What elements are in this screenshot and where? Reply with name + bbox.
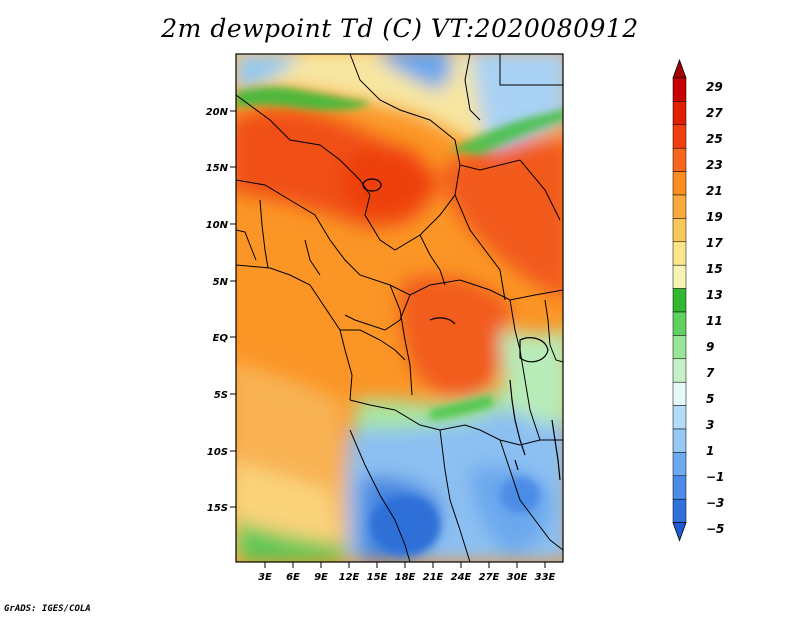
lat-label-15n: 15N bbox=[206, 163, 229, 174]
colorbar-swatch bbox=[672, 124, 687, 149]
colorbar-label: −1 bbox=[706, 470, 724, 484]
colorbar-label: 25 bbox=[706, 132, 723, 146]
colorbar-label: −3 bbox=[706, 496, 724, 510]
colorbar-label: 13 bbox=[706, 288, 723, 302]
colorbar-swatch bbox=[672, 147, 687, 172]
colorbar-swatch bbox=[672, 405, 687, 430]
lon-label-12e: 12E bbox=[339, 572, 360, 583]
colorbar-swatch bbox=[672, 194, 687, 219]
lat-label-20n: 20N bbox=[206, 107, 229, 118]
lon-label-30e: 30E bbox=[507, 572, 528, 583]
colorbar-label: 19 bbox=[706, 210, 723, 224]
lat-label-10n: 10N bbox=[206, 220, 229, 231]
colorbar-swatch bbox=[672, 218, 687, 243]
lon-label-15e: 15E bbox=[367, 572, 388, 583]
lat-label-5s: 5S bbox=[214, 390, 228, 401]
colorbar-label: 21 bbox=[706, 184, 723, 198]
lat-axis: 20N 15N 10N 5N EQ 5S 10S 15S bbox=[206, 107, 236, 514]
lat-label-10s: 10S bbox=[207, 447, 228, 458]
colorbar-swatch bbox=[672, 77, 687, 102]
credit-text: GrADS: IGES/COLA bbox=[4, 604, 91, 614]
dewpoint-field bbox=[236, 54, 563, 562]
lon-label-21e: 21E bbox=[423, 572, 444, 583]
colorbar-label: 7 bbox=[706, 366, 715, 380]
colorbar-swatch bbox=[672, 311, 687, 336]
colorbar-label: 9 bbox=[706, 340, 714, 354]
lakes bbox=[362, 178, 561, 481]
lon-label-27e: 27E bbox=[479, 572, 500, 583]
colorbar-swatch bbox=[672, 475, 687, 500]
lon-label-18e: 18E bbox=[395, 572, 416, 583]
lon-label-33e: 33E bbox=[535, 572, 556, 583]
colorbar-bottom-arrow bbox=[672, 522, 687, 542]
colorbar-swatch bbox=[672, 498, 687, 523]
colorbar-labels: 29 27 25 23 21 19 17 15 13 11 9 7 5 3 1 … bbox=[706, 80, 724, 536]
lon-label-3e: 3E bbox=[258, 572, 272, 583]
colorbar-label: 27 bbox=[706, 106, 723, 120]
colorbar-label: 29 bbox=[706, 80, 723, 94]
colorbar-label: 5 bbox=[706, 392, 714, 406]
lon-label-24e: 24E bbox=[451, 572, 472, 583]
colorbar-swatch bbox=[672, 381, 687, 406]
colorbar-top-arrow bbox=[672, 58, 687, 79]
colorbar-label: −5 bbox=[706, 522, 724, 536]
colorbar-swatch bbox=[672, 452, 687, 477]
lon-label-6e: 6E bbox=[286, 572, 300, 583]
colorbar-label: 3 bbox=[706, 418, 714, 432]
map-frame bbox=[235, 53, 564, 563]
lat-label-15s: 15S bbox=[207, 503, 228, 514]
colorbar-label: 17 bbox=[706, 236, 723, 250]
lat-label-eq: EQ bbox=[213, 333, 229, 344]
colorbar-swatch bbox=[672, 171, 687, 196]
colorbar-swatch bbox=[672, 428, 687, 453]
colorbar-label: 11 bbox=[706, 314, 723, 328]
lon-label-9e: 9E bbox=[314, 572, 328, 583]
map-title: 2m dewpoint Td (C) VT:2020080912 bbox=[161, 14, 639, 43]
colorbar bbox=[672, 58, 687, 542]
colorbar-label: 23 bbox=[706, 158, 723, 172]
colorbar-label: 15 bbox=[706, 262, 723, 276]
colorbar-swatch bbox=[672, 101, 687, 126]
map-borders bbox=[236, 54, 563, 562]
colorbar-swatch bbox=[672, 288, 687, 313]
colorbar-swatch bbox=[672, 335, 687, 360]
colorbar-label: 1 bbox=[706, 444, 714, 458]
colorbar-swatch bbox=[672, 264, 687, 289]
colorbar-swatch bbox=[672, 241, 687, 266]
colorbar-swatch bbox=[672, 358, 687, 383]
lon-axis: 3E 6E 9E 12E 15E 18E 21E 24E 27E 30E 33E bbox=[258, 562, 556, 583]
lat-label-5n: 5N bbox=[213, 277, 229, 288]
